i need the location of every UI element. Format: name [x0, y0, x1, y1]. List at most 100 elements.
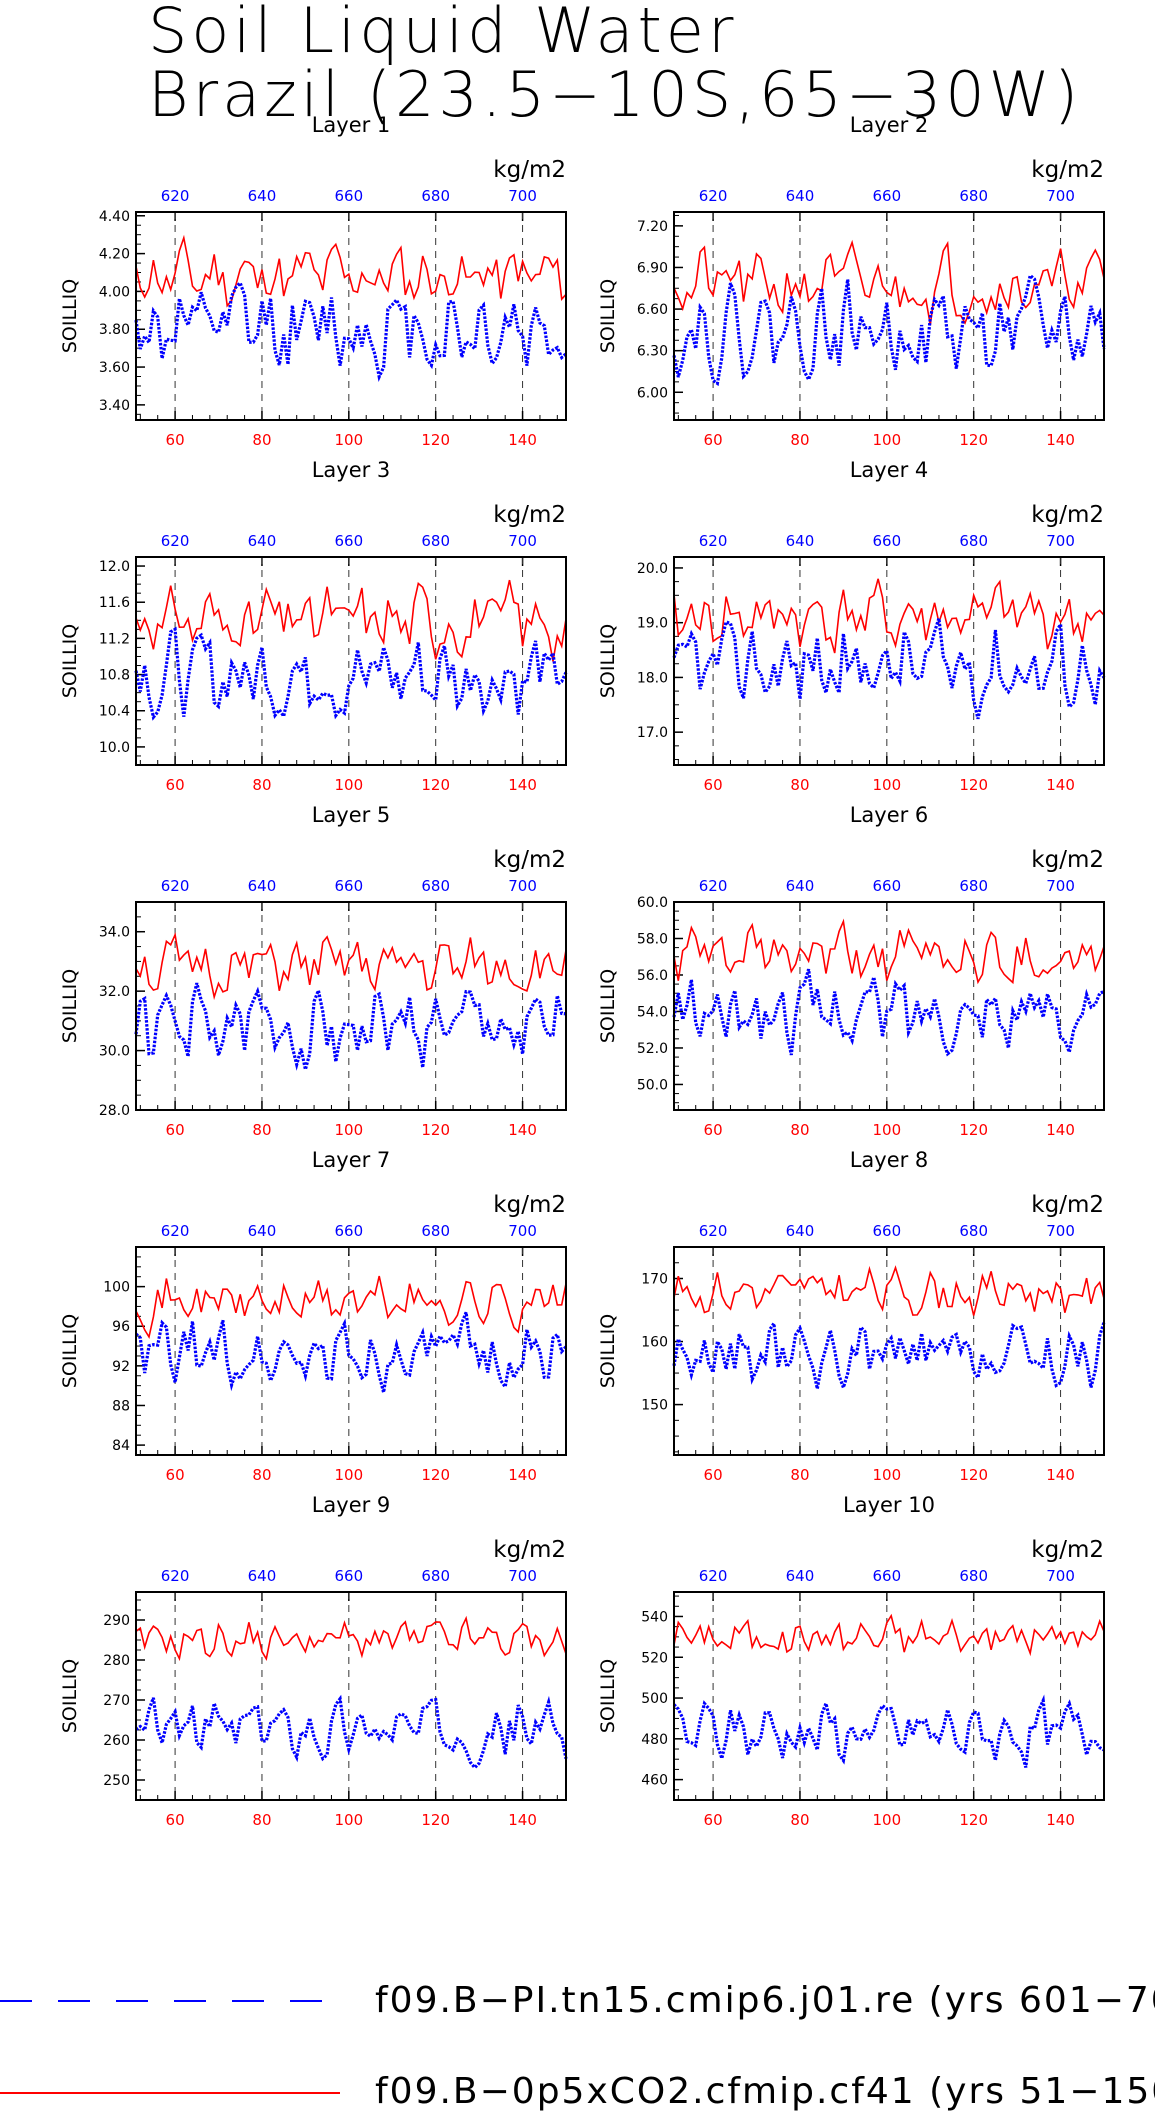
panel-7: Layer 7 kg/m2 620 640 660 680 700 SOILLIQ 84 88 92…: [59, 1148, 568, 1484]
y-axis-label: SOILLIQ: [59, 279, 81, 353]
plot-frame: [673, 556, 1105, 766]
panel-title: Layer 1: [312, 113, 391, 137]
series-line-experiment: [673, 1613, 1105, 1657]
series-line-control: [672, 272, 1106, 387]
x-tick-label: 100: [873, 1811, 902, 1829]
plot-frame: [135, 211, 567, 421]
top-axis-unit-label: kg/m2: [1031, 157, 1104, 183]
plot-frame: [135, 901, 567, 1111]
x-tick-label: 80: [252, 1466, 271, 1484]
top-tick-label: 640: [248, 877, 277, 895]
plot-frame: [673, 211, 1105, 421]
top-tick-label: 700: [1046, 532, 1075, 550]
top-tick-label: 660: [873, 532, 902, 550]
top-tick-label: 680: [959, 532, 988, 550]
y-tick-label: 11.6: [99, 595, 130, 611]
panel-9: Layer 9 kg/m2 620 640 660 680 700 SOILLIQ 250 260…: [59, 1493, 568, 1829]
y-tick-label: 52.0: [637, 1041, 668, 1057]
x-tick-label: 80: [790, 1466, 809, 1484]
top-tick-label: 620: [699, 877, 728, 895]
panel-3: Layer 3 kg/m2 620 640 660 680 700 SOILLIQ 10.0 10…: [59, 458, 568, 794]
x-tick-label: 100: [335, 1121, 364, 1139]
x-tick-label: 60: [166, 1811, 185, 1829]
top-tick-label: 700: [1046, 1567, 1075, 1585]
top-axis-unit-label: kg/m2: [493, 1537, 566, 1563]
plot-frame: [135, 1246, 567, 1456]
plot-frame: [673, 901, 1105, 1111]
series-line-experiment: [135, 1615, 567, 1662]
y-axis-label: SOILLIQ: [597, 1659, 619, 1733]
panel-title: Layer 6: [850, 803, 929, 827]
y-tick-label: 10.0: [99, 740, 130, 756]
series-line-experiment: [673, 239, 1105, 326]
top-tick-label: 680: [421, 1222, 450, 1240]
panel-title: Layer 7: [312, 1148, 391, 1172]
panel-title: Layer 3: [312, 458, 391, 482]
y-tick-label: 6.30: [637, 344, 668, 360]
y-tick-label: 58.0: [637, 931, 668, 947]
series-line-experiment: [135, 234, 567, 308]
figure-title-line-1: Soil Liquid Water: [148, 0, 738, 67]
y-tick-label: 60.0: [637, 895, 668, 911]
top-tick-label: 640: [786, 877, 815, 895]
y-tick-label: 160: [641, 1335, 668, 1351]
top-tick-label: 640: [786, 1567, 815, 1585]
y-tick-label: 54.0: [637, 1004, 668, 1020]
y-tick-label: 20.0: [637, 561, 668, 577]
top-tick-label: 640: [248, 532, 277, 550]
x-tick-label: 60: [704, 776, 723, 794]
series-line-control: [135, 1694, 568, 1770]
y-tick-label: 270: [103, 1693, 130, 1709]
x-tick-label: 80: [252, 1811, 271, 1829]
x-tick-label: 120: [421, 1466, 450, 1484]
y-tick-label: 32.0: [99, 984, 130, 1000]
y-tick-label: 10.4: [99, 704, 130, 720]
y-tick-label: 17.0: [637, 725, 668, 741]
y-tick-label: 280: [103, 1653, 130, 1669]
top-tick-label: 660: [873, 1567, 902, 1585]
series-line-experiment: [673, 578, 1105, 654]
x-tick-label: 80: [252, 1121, 271, 1139]
y-tick-label: 460: [641, 1773, 668, 1789]
series-line-control: [672, 1694, 1105, 1768]
top-tick-label: 640: [786, 532, 815, 550]
series-line-control: [134, 626, 568, 721]
y-tick-label: 6.60: [637, 302, 668, 318]
x-tick-label: 100: [335, 1466, 364, 1484]
x-tick-label: 120: [421, 431, 450, 449]
x-tick-label: 60: [704, 431, 723, 449]
x-tick-label: 120: [421, 776, 450, 794]
top-tick-label: 700: [508, 877, 537, 895]
x-tick-label: 140: [508, 1466, 537, 1484]
y-tick-label: 4.40: [99, 209, 130, 225]
y-tick-label: 88: [112, 1398, 130, 1414]
top-tick-label: 660: [873, 1222, 902, 1240]
top-tick-label: 660: [335, 187, 364, 205]
x-tick-label: 140: [508, 1811, 537, 1829]
y-tick-label: 11.2: [99, 631, 130, 647]
top-tick-label: 640: [248, 1222, 277, 1240]
x-tick-label: 100: [335, 1811, 364, 1829]
y-tick-label: 19.0: [637, 616, 668, 632]
y-tick-label: 30.0: [99, 1044, 130, 1060]
y-tick-label: 7.20: [637, 219, 668, 235]
x-tick-label: 60: [166, 431, 185, 449]
y-tick-label: 540: [641, 1609, 668, 1625]
plot-frame: [135, 556, 567, 766]
top-tick-label: 680: [959, 877, 988, 895]
x-tick-label: 60: [704, 1466, 723, 1484]
x-tick-label: 100: [335, 431, 364, 449]
top-tick-label: 660: [873, 187, 902, 205]
x-tick-label: 140: [508, 776, 537, 794]
x-tick-label: 140: [508, 431, 537, 449]
top-axis-unit-label: kg/m2: [493, 1192, 566, 1218]
y-tick-label: 34.0: [99, 925, 130, 941]
panel-4: Layer 4 kg/m2 620 640 660 680 700 SOILLIQ 17.0 18…: [597, 458, 1106, 794]
y-tick-label: 100: [103, 1280, 130, 1296]
top-tick-label: 640: [248, 1567, 277, 1585]
top-axis-unit-label: kg/m2: [493, 502, 566, 528]
top-tick-label: 680: [959, 1222, 988, 1240]
top-axis-unit-label: kg/m2: [493, 847, 566, 873]
y-axis-label: SOILLIQ: [59, 1659, 81, 1733]
